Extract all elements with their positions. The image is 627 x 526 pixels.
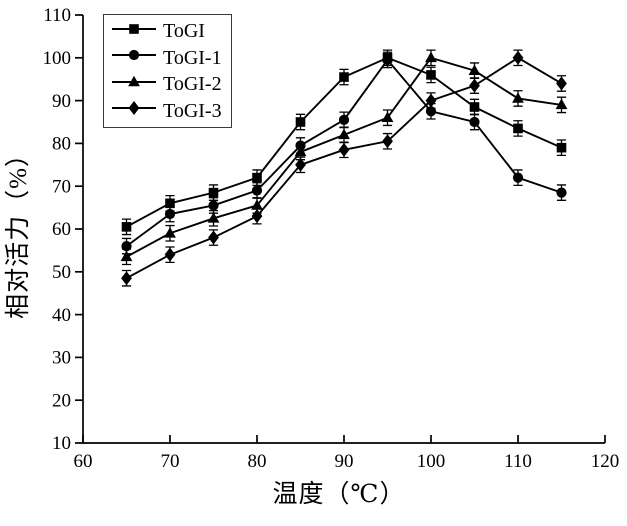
x-tick-label: 60: [74, 451, 93, 472]
legend-item-togi-3: ToGI-3: [110, 99, 229, 123]
y-tick-label: 80: [52, 134, 71, 155]
legend-circle-marker-icon: [110, 47, 158, 68]
y-tick-label: 60: [52, 219, 71, 240]
y-tick-label: 40: [52, 305, 71, 326]
legend: ToGI ToGI-1 ToGI-2 ToGI-3: [103, 14, 232, 128]
y-tick-label: 90: [52, 91, 71, 112]
y-tick-label: 30: [52, 348, 71, 369]
axes: 10 20 30 40 50 60 70 80 90 100 110 60 70 80 90 100 110 12…: [43, 5, 620, 472]
legend-item-togi-2: ToGI-2: [110, 72, 229, 96]
x-tick-label: 100: [417, 451, 446, 472]
y-tick-label: 110: [43, 5, 71, 26]
legend-label: ToGI-1: [163, 46, 222, 69]
series-togi-1: [121, 51, 567, 255]
y-tick-label: 10: [52, 433, 71, 454]
legend-diamond-marker-icon: [110, 100, 158, 121]
legend-item-togi-1: ToGI-1: [110, 46, 229, 70]
legend-label: ToGI: [163, 20, 205, 43]
series-togi: [121, 49, 567, 236]
y-axis-title: 相对活力（%）: [5, 141, 32, 319]
legend-label: ToGI-3: [163, 99, 222, 122]
x-tick-label: 90: [335, 451, 354, 472]
x-tick-label: 120: [591, 451, 620, 472]
y-tick-label: 50: [52, 262, 71, 283]
legend-label: ToGI-2: [163, 73, 222, 96]
legend-item-togi: ToGI: [110, 19, 229, 43]
legend-square-marker-icon: [110, 21, 158, 42]
x-axis-title: 温度（℃）: [272, 481, 406, 508]
x-tick-label: 110: [504, 451, 532, 472]
y-tick-label: 70: [52, 176, 71, 197]
x-tick-label: 70: [161, 451, 180, 472]
y-tick-label: 100: [43, 48, 72, 69]
y-tick-label: 20: [52, 390, 71, 411]
x-tick-label: 80: [248, 451, 267, 472]
legend-triangle-marker-icon: [110, 74, 158, 95]
